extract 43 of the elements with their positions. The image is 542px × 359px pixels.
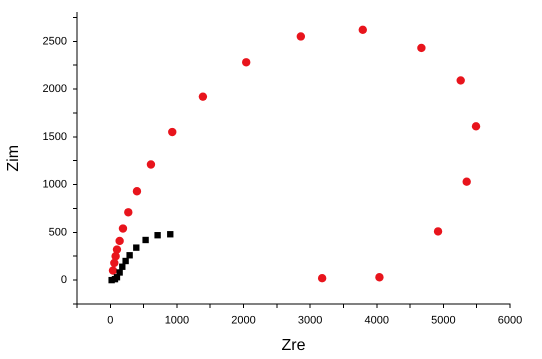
x-axis-title: Zre: [282, 336, 306, 354]
x-tick-label: 6000: [498, 314, 522, 327]
point: [167, 231, 174, 238]
point: [132, 187, 142, 196]
y-tick-label: 1000: [42, 178, 67, 191]
point: [198, 92, 208, 101]
x-tick-label: 4000: [364, 314, 390, 327]
point: [168, 128, 176, 136]
y-tick-label: 500: [48, 226, 67, 238]
point: [111, 252, 120, 260]
point: [434, 227, 442, 236]
point: [122, 258, 129, 264]
y-tick-label: 2500: [42, 35, 67, 48]
y-tick-label: 2000: [42, 83, 67, 96]
point: [146, 160, 156, 169]
y-axis-title: Zim: [5, 144, 22, 172]
point: [358, 26, 367, 34]
point: [417, 44, 426, 52]
point: [112, 245, 122, 254]
x-tick-label: 3000: [298, 314, 322, 327]
x-tick-label: 5000: [431, 314, 456, 327]
x-tick-label: 0: [107, 314, 114, 327]
point: [456, 76, 465, 85]
y-tick-label: 1500: [42, 130, 67, 143]
point: [154, 232, 161, 238]
point: [242, 58, 250, 66]
point: [108, 266, 118, 275]
point: [472, 122, 480, 130]
point: [124, 208, 132, 216]
point: [116, 269, 123, 276]
point: [462, 178, 471, 186]
point: [119, 264, 126, 270]
point: [375, 273, 384, 282]
point: [118, 224, 128, 233]
point: [133, 244, 140, 251]
point: [115, 236, 124, 246]
x-tick-label: 1000: [164, 314, 190, 327]
point: [296, 32, 306, 41]
point: [126, 252, 133, 258]
point: [318, 274, 326, 282]
point: [142, 236, 149, 244]
x-tick-label: 2000: [231, 314, 256, 327]
y-tick-label: 0: [60, 274, 67, 286]
